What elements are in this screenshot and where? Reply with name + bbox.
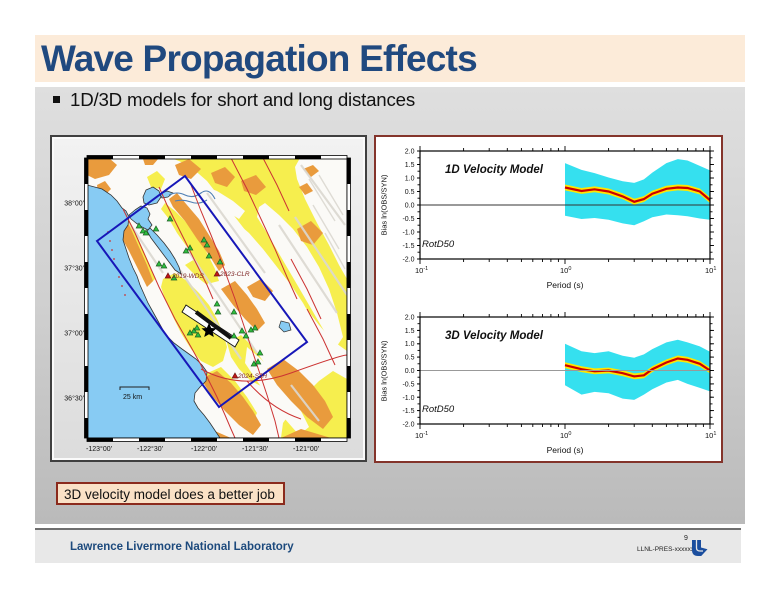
svg-text:1.0: 1.0 [405, 341, 415, 348]
svg-text:36°30': 36°30' [64, 395, 84, 403]
svg-text:101: 101 [705, 266, 716, 275]
svg-text:2.0: 2.0 [405, 315, 415, 322]
svg-text:0.5: 0.5 [405, 355, 415, 362]
svg-text:1D Velocity Model: 1D Velocity Model [445, 164, 544, 176]
svg-text:-1.0: -1.0 [402, 395, 414, 402]
svg-text:2019-WDS: 2019-WDS [171, 273, 204, 280]
svg-text:101: 101 [705, 431, 716, 440]
svg-text:38°00': 38°00' [64, 200, 84, 208]
svg-text:3D Velocity Model: 3D Velocity Model [445, 330, 544, 342]
svg-text:2023-CLR: 2023-CLR [219, 271, 250, 278]
svg-text:100: 100 [560, 266, 571, 275]
svg-text:Bias ln(OBS/SYN): Bias ln(OBS/SYN) [380, 174, 389, 235]
svg-text:-1.5: -1.5 [402, 243, 414, 250]
svg-text:37°00': 37°00' [64, 330, 84, 338]
svg-text:Period (s): Period (s) [547, 280, 584, 290]
svg-text:-0.5: -0.5 [402, 381, 414, 388]
svg-text:25 km: 25 km [123, 394, 142, 401]
svg-text:-123°00': -123°00' [86, 445, 112, 453]
svg-text:RotD50: RotD50 [422, 239, 455, 250]
svg-text:-121°30': -121°30' [242, 445, 268, 453]
svg-text:-1.5: -1.5 [402, 408, 414, 415]
svg-text:-2.0: -2.0 [402, 257, 414, 264]
svg-text:2024-SJH: 2024-SJH [237, 373, 267, 380]
svg-text:0.5: 0.5 [405, 189, 415, 196]
svg-text:10-1: 10-1 [415, 431, 428, 440]
svg-text:0.0: 0.0 [405, 203, 415, 210]
svg-text:-2.0: -2.0 [402, 422, 414, 429]
svg-text:-122°30': -122°30' [137, 445, 163, 453]
svg-text:-0.5: -0.5 [402, 216, 414, 223]
svg-text:37°30': 37°30' [64, 265, 84, 273]
svg-text:10-1: 10-1 [415, 266, 428, 275]
svg-text:RotD50: RotD50 [422, 404, 455, 415]
svg-text:1.0: 1.0 [405, 176, 415, 183]
svg-text:-122°00': -122°00' [191, 445, 217, 453]
svg-text:-121°00': -121°00' [293, 445, 319, 453]
svg-text:Bias ln(OBS/SYN): Bias ln(OBS/SYN) [380, 340, 389, 401]
svg-text:-1.0: -1.0 [402, 230, 414, 237]
svg-text:0.0: 0.0 [405, 368, 415, 375]
svg-text:1.5: 1.5 [405, 328, 415, 335]
svg-text:2.0: 2.0 [405, 149, 415, 156]
svg-text:100: 100 [560, 431, 571, 440]
svg-text:1.5: 1.5 [405, 162, 415, 169]
svg-text:Period (s): Period (s) [547, 445, 584, 455]
